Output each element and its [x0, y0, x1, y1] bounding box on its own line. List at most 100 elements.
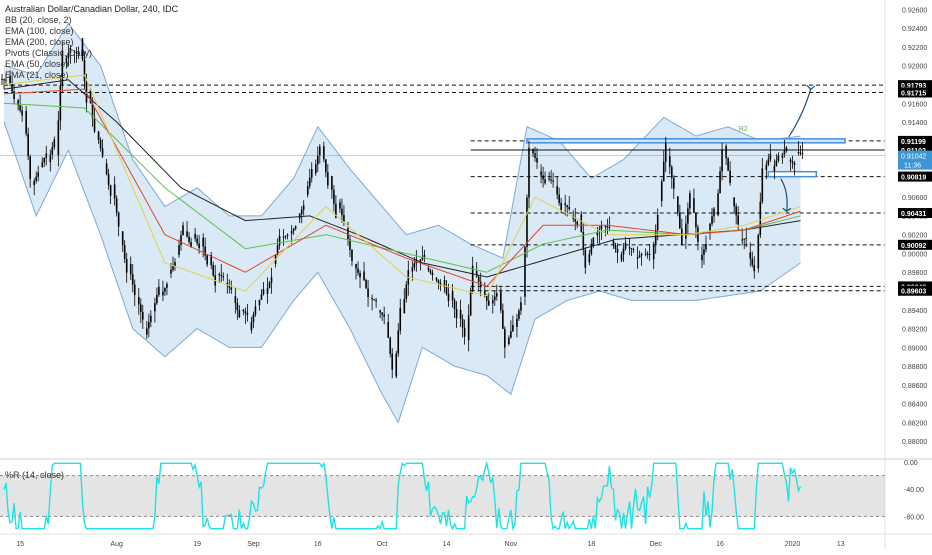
candle-body: [383, 314, 385, 317]
candle-body: [443, 280, 446, 288]
price-tick-label: 0.92000: [902, 64, 927, 71]
ema-100-line: [3, 102, 801, 273]
candle-body: [123, 245, 126, 259]
candle-body: [427, 267, 430, 271]
candle-body: [477, 276, 480, 282]
candle-body: [139, 304, 142, 312]
time-tick-label: Oct: [377, 541, 388, 548]
candle-body: [278, 235, 281, 246]
support-zone: [767, 170, 818, 178]
candle-body: [387, 321, 390, 338]
bearish-arrowhead: [782, 207, 792, 212]
time-tick-label: Aug: [110, 541, 123, 548]
candle-body: [166, 283, 168, 288]
candle-body: [459, 309, 462, 319]
candle-body: [640, 253, 643, 256]
candle-body: [250, 322, 253, 331]
candle-body: [141, 311, 144, 320]
candle-body: [636, 257, 639, 259]
candle-body: [164, 287, 166, 292]
candle-body: [242, 309, 245, 312]
candle-body: [616, 248, 619, 253]
candle-body: [652, 244, 655, 260]
candle-body: [178, 245, 180, 255]
time-tick-label: 19: [193, 541, 201, 548]
resistance-zone: [526, 138, 846, 144]
candle-body: [799, 152, 802, 154]
candle-body: [351, 250, 353, 261]
candle-body: [791, 161, 794, 164]
candle-body: [113, 184, 116, 199]
candle-body: [33, 180, 36, 186]
candle-body: [162, 291, 164, 296]
candle-body: [292, 228, 295, 232]
candle-body: [323, 146, 325, 160]
candle-body: [435, 277, 438, 281]
candle-body: [306, 186, 309, 195]
price-tick-label: 0.92200: [902, 45, 927, 52]
candle-body: [664, 141, 667, 162]
candle-body: [588, 254, 591, 263]
candle-body: [574, 218, 577, 222]
candle-body: [558, 194, 560, 203]
candle-body: [421, 257, 424, 260]
candle-body: [516, 318, 518, 327]
legend-ema-100: EMA (100, close): [5, 26, 74, 36]
candle-body: [57, 120, 60, 156]
candle-body: [687, 208, 689, 224]
candle-body: [500, 291, 502, 311]
candle-body: [335, 203, 337, 218]
candle-body: [129, 263, 132, 275]
candle-body: [524, 247, 526, 297]
candle-body: [125, 258, 128, 273]
candle-body: [495, 293, 498, 297]
time-tick-label: 2020: [785, 541, 801, 548]
price-tick-label: 0.88000: [902, 439, 927, 446]
candle-body: [741, 239, 744, 241]
candle-body: [343, 215, 345, 222]
candle-body: [357, 268, 359, 273]
candle-body: [228, 285, 231, 288]
candle-body: [190, 241, 192, 248]
candle-body: [154, 303, 156, 312]
candle-body: [628, 247, 631, 249]
indicator-legend: Australian Dollar/Canadian Dollar, 240, …: [5, 4, 178, 81]
candle-body: [695, 212, 697, 228]
candle-body: [725, 145, 727, 159]
candle-body: [576, 221, 579, 225]
time-tick-label: 14: [443, 541, 451, 548]
candle-body: [77, 52, 80, 54]
candle-body: [532, 148, 534, 154]
candle-body: [310, 169, 313, 178]
candle-body: [268, 282, 271, 289]
candle-body: [604, 226, 607, 228]
candle-body: [606, 226, 609, 228]
price-tick-label: 0.91400: [902, 120, 927, 127]
candle-body: [363, 271, 365, 281]
candle-body: [186, 231, 188, 237]
candle-body: [5, 79, 7, 81]
candle-body: [270, 277, 273, 283]
candle-body: [188, 236, 190, 242]
price-tick-label: 0.92400: [902, 26, 927, 33]
candle-body: [624, 242, 627, 249]
candle-body: [109, 184, 112, 196]
candle-body: [590, 245, 593, 255]
candle-body: [373, 299, 375, 301]
ema-200-line: [3, 79, 801, 278]
candle-body: [11, 83, 13, 92]
candle-body: [719, 171, 721, 194]
candle-body: [485, 295, 488, 301]
level-price-tag: [898, 145, 932, 156]
candle-body: [182, 225, 184, 236]
candle-body: [341, 208, 343, 216]
level-price-tag: [898, 80, 932, 91]
candle-body: [737, 215, 739, 225]
candle-body: [638, 255, 641, 258]
candle-body: [508, 337, 510, 345]
time-tick-label: 13: [837, 541, 845, 548]
candle-body: [115, 198, 118, 213]
candle-body: [339, 202, 341, 209]
